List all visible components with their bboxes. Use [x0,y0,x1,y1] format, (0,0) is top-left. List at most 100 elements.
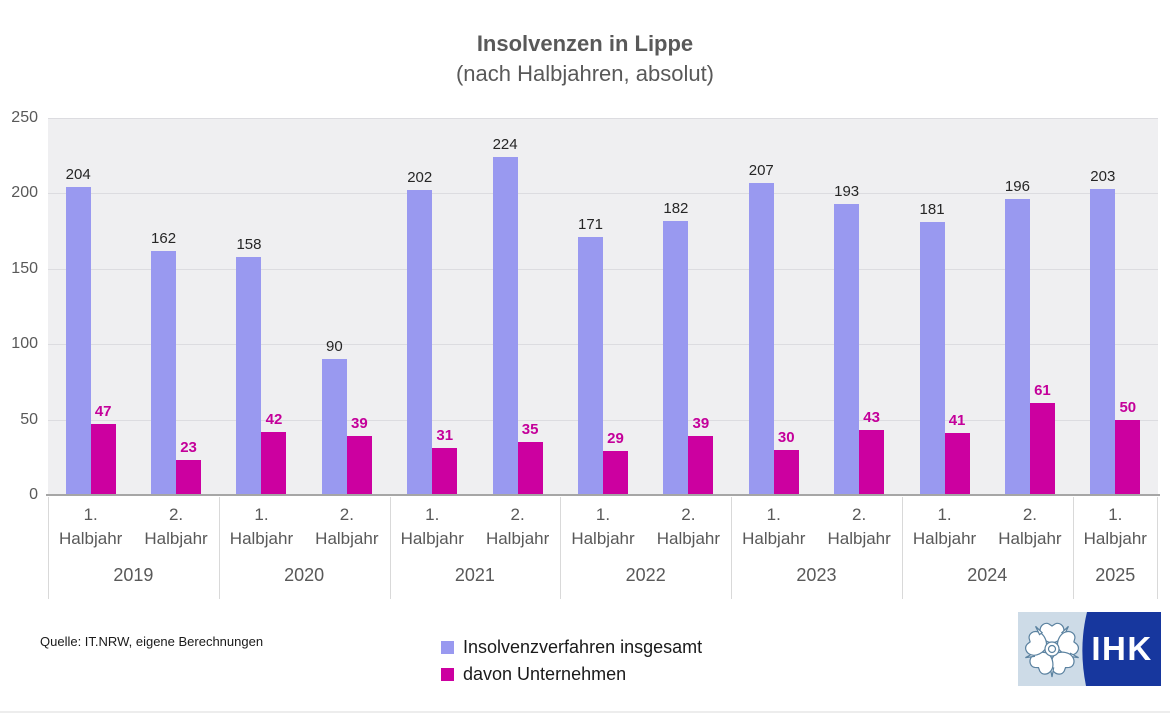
year-label: 2025 [1095,565,1136,585]
half-label-number: 2. [339,505,354,524]
source-note: Quelle: IT.NRW, eigene Berechnungen [40,634,264,649]
x-axis: 1. Halbjahr 2. Halbjahr 2019 1. Halbjahr 2. Halb… [48,497,1158,599]
bar-value-total: 224 [492,136,518,154]
bar-total [1090,188,1116,495]
bar-value-total: 207 [748,161,774,179]
year-separator [901,497,903,599]
bar-total [748,182,774,495]
y-tick-label: 150 [11,259,38,277]
half-label-word: Halbjahr [742,529,806,548]
half-label-number: 2. [510,505,525,524]
legend-swatch-companies-icon [441,668,454,681]
bar-value-total: 204 [65,166,91,184]
year-label: 2024 [967,565,1008,585]
legend-item-total: Insolvenzverfahren insgesamt [441,634,702,661]
gridline-100 [48,344,1158,346]
bar-total [65,187,91,495]
bar-value-total: 181 [919,201,945,219]
year-separator [1072,497,1074,599]
rose-sepal [1035,625,1044,636]
bar-value-total: 171 [577,216,604,234]
bar-companies [346,436,372,495]
bar-total [492,157,518,495]
bar-total [578,237,603,495]
bar-value-companies: 31 [436,427,454,445]
legend-item-companies: davon Unternehmen [441,661,702,688]
bar-companies [859,430,885,495]
half-label-word: Halbjahr [827,529,891,548]
year-label: 2023 [796,565,837,585]
bar-companies [603,451,628,495]
bar-total [151,250,177,495]
y-tick-label: 250 [11,109,38,126]
bar-value-companies: 23 [180,439,197,457]
bar-value-companies: 39 [351,415,368,433]
half-label-word: Halbjahr [315,529,379,548]
legend-label-companies: davon Unternehmen [463,664,627,684]
bar-companies [1115,419,1141,495]
logo-blue-panel [1082,612,1161,686]
gridline-250 [48,118,1158,119]
half-label-word: Halbjahr [912,529,977,548]
chart-subtitle: (nach Halbjahren, absolut) [455,61,715,86]
bar-value-companies: 50 [1119,398,1137,416]
half-label-word: Halbjahr [144,529,208,548]
bar-value-total: 193 [834,182,860,200]
legend-label-total: Insolvenzverfahren insgesamt [463,637,703,657]
y-tick-label: 200 [11,184,38,202]
legend-swatch-total-icon [441,641,454,654]
half-label-number: 1. [766,505,781,524]
logo-text: IHK [1091,630,1152,667]
half-label-number: 1. [83,505,98,524]
bar-companies [1029,403,1055,495]
bar-value-companies: 61 [1034,382,1051,400]
x-axis-line [46,494,1160,496]
half-label-word: Halbjahr [1083,529,1147,548]
half-label-word: Halbjahr [59,529,123,548]
half-label-word: Halbjahr [485,529,550,548]
y-tick-label: 50 [20,410,38,428]
bar-total [407,190,433,495]
bar-value-companies: 39 [692,415,710,433]
bar-companies [176,460,202,495]
bar-value-companies: 29 [607,430,624,448]
bar-companies [432,448,458,495]
half-label-number: 2. [852,505,867,524]
half-label-number: 1. [1108,505,1123,524]
half-label-word: Halbjahr [400,529,464,548]
year-label: 2020 [284,565,325,585]
bar-value-total: 203 [1090,167,1116,185]
bar-total [834,203,860,495]
half-label-word: Halbjahr [571,529,635,548]
year-label: 2021 [454,565,495,585]
ihk-lippe-logo: IHK [1018,612,1161,686]
half-label-number: 1. [425,505,440,524]
plot-area: 204 47 162 23 158 42 90 39 202 31 224 35 171 29 182 39 2… [48,118,1158,495]
half-label-number: 2. [681,505,696,524]
bar-companies [517,442,543,495]
bar-value-total: 182 [663,199,689,217]
bar-companies [261,431,287,495]
bar-total [919,222,945,495]
year-separator [48,497,49,599]
half-label-word: Halbjahr [656,529,721,548]
bar-total [1004,199,1030,495]
half-label-word: Halbjahr [998,529,1062,548]
half-label-number: 1. [937,505,952,524]
year-separator [1157,497,1158,599]
bar-total [663,220,689,495]
y-tick-label: 100 [11,335,38,353]
year-separator [731,497,733,599]
rose-petal [1025,630,1048,656]
bar-value-companies: 35 [521,421,539,439]
bar-value-companies: 41 [948,412,966,430]
half-label-number: 2. [1022,505,1037,524]
bar-companies [688,436,714,495]
half-label-number: 1. [254,505,269,524]
year-label: 2019 [113,565,154,585]
bar-value-companies: 47 [94,403,112,421]
bar-total [321,359,347,495]
gridline-200 [48,193,1158,195]
gridline-50 [48,419,1158,421]
